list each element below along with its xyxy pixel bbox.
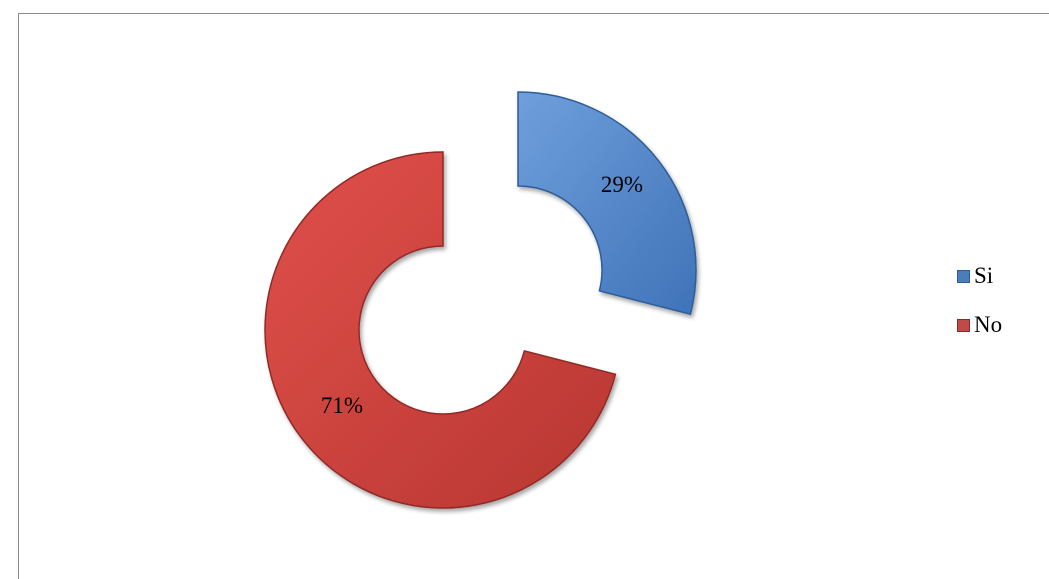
data-label-no: 71% bbox=[321, 393, 363, 418]
legend-label-si: Si bbox=[974, 263, 994, 288]
data-label-si: 29% bbox=[601, 172, 643, 197]
chart-legend: Si No bbox=[957, 258, 1002, 356]
doughnut-slice-si bbox=[517, 91, 697, 316]
legend-swatch-si bbox=[957, 269, 970, 283]
doughnut-slice-no bbox=[264, 151, 617, 509]
legend-label-no: No bbox=[974, 312, 1003, 337]
legend-item-no: No bbox=[957, 307, 1002, 343]
legend-item-si: Si bbox=[957, 258, 1002, 294]
legend-swatch-no bbox=[957, 318, 970, 332]
